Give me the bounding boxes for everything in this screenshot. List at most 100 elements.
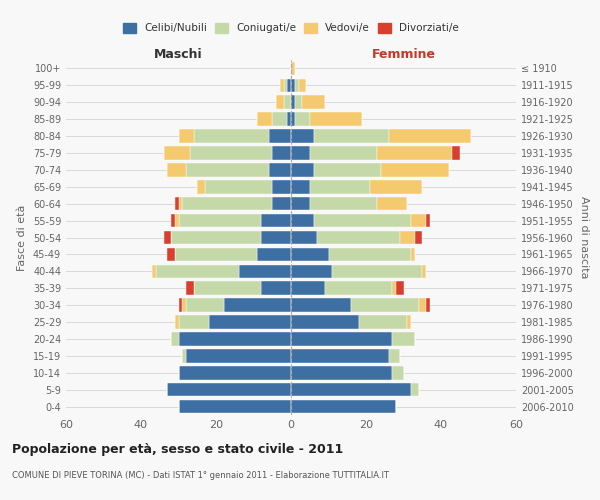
Bar: [190, 146, 272, 160]
Bar: [272, 180, 291, 194]
Text: COMUNE DI PIEVE TORINA (MC) - Dati ISTAT 1° gennaio 2011 - Elaborazione TUTTITAL: COMUNE DI PIEVE TORINA (MC) - Dati ISTAT…: [12, 471, 389, 480]
Bar: [186, 349, 291, 362]
Bar: [163, 146, 190, 160]
Bar: [193, 282, 261, 295]
Y-axis label: Fasce di età: Fasce di età: [17, 204, 27, 270]
Bar: [392, 366, 404, 380]
Bar: [272, 112, 287, 126]
Bar: [291, 298, 351, 312]
Bar: [287, 78, 291, 92]
Bar: [291, 78, 295, 92]
Bar: [179, 214, 261, 228]
Bar: [175, 248, 257, 261]
Bar: [272, 197, 291, 210]
Bar: [291, 96, 295, 109]
Bar: [302, 96, 325, 109]
Bar: [284, 96, 291, 109]
Bar: [422, 264, 426, 278]
Bar: [269, 130, 291, 143]
Bar: [287, 112, 291, 126]
Bar: [175, 316, 179, 329]
Bar: [156, 264, 239, 278]
Bar: [291, 112, 295, 126]
Bar: [407, 316, 411, 329]
Bar: [171, 332, 179, 345]
Bar: [197, 180, 205, 194]
Bar: [171, 214, 175, 228]
Text: Femmine: Femmine: [371, 48, 436, 61]
Bar: [291, 366, 392, 380]
Bar: [419, 298, 426, 312]
Bar: [291, 316, 359, 329]
Bar: [317, 230, 400, 244]
Bar: [389, 130, 471, 143]
Bar: [179, 298, 182, 312]
Bar: [272, 146, 291, 160]
Bar: [182, 349, 186, 362]
Bar: [280, 78, 284, 92]
Bar: [359, 316, 407, 329]
Bar: [223, 298, 291, 312]
Bar: [276, 96, 284, 109]
Bar: [179, 197, 182, 210]
Bar: [400, 230, 415, 244]
Bar: [426, 214, 430, 228]
Bar: [291, 163, 314, 176]
Bar: [299, 78, 306, 92]
Bar: [452, 146, 460, 160]
Bar: [392, 332, 415, 345]
Bar: [291, 230, 317, 244]
Bar: [209, 316, 291, 329]
Legend: Celibi/Nubili, Coniugati/e, Vedovi/e, Divorziati/e: Celibi/Nubili, Coniugati/e, Vedovi/e, Di…: [119, 19, 463, 38]
Bar: [411, 248, 415, 261]
Bar: [310, 197, 377, 210]
Bar: [175, 214, 179, 228]
Bar: [261, 282, 291, 295]
Bar: [186, 298, 223, 312]
Bar: [310, 180, 370, 194]
Bar: [295, 96, 302, 109]
Bar: [291, 197, 310, 210]
Bar: [239, 264, 291, 278]
Bar: [310, 112, 362, 126]
Bar: [152, 264, 156, 278]
Bar: [179, 366, 291, 380]
Bar: [182, 197, 272, 210]
Bar: [257, 248, 291, 261]
Bar: [167, 163, 186, 176]
Bar: [332, 264, 422, 278]
Bar: [295, 78, 299, 92]
Bar: [411, 214, 426, 228]
Bar: [295, 112, 310, 126]
Bar: [291, 214, 314, 228]
Bar: [291, 332, 392, 345]
Bar: [389, 349, 400, 362]
Bar: [314, 130, 389, 143]
Bar: [370, 180, 422, 194]
Bar: [291, 62, 295, 75]
Bar: [171, 230, 261, 244]
Bar: [186, 163, 269, 176]
Bar: [291, 349, 389, 362]
Bar: [163, 230, 171, 244]
Bar: [291, 282, 325, 295]
Bar: [257, 112, 272, 126]
Bar: [291, 130, 314, 143]
Bar: [396, 282, 404, 295]
Text: Popolazione per età, sesso e stato civile - 2011: Popolazione per età, sesso e stato civil…: [12, 442, 343, 456]
Bar: [291, 248, 329, 261]
Bar: [182, 298, 186, 312]
Y-axis label: Anni di nascita: Anni di nascita: [579, 196, 589, 279]
Bar: [291, 264, 332, 278]
Bar: [269, 163, 291, 176]
Bar: [175, 197, 179, 210]
Bar: [310, 146, 377, 160]
Text: Maschi: Maschi: [154, 48, 203, 61]
Bar: [186, 282, 193, 295]
Bar: [167, 383, 291, 396]
Bar: [167, 248, 175, 261]
Bar: [377, 146, 452, 160]
Bar: [381, 163, 449, 176]
Bar: [291, 180, 310, 194]
Bar: [205, 180, 272, 194]
